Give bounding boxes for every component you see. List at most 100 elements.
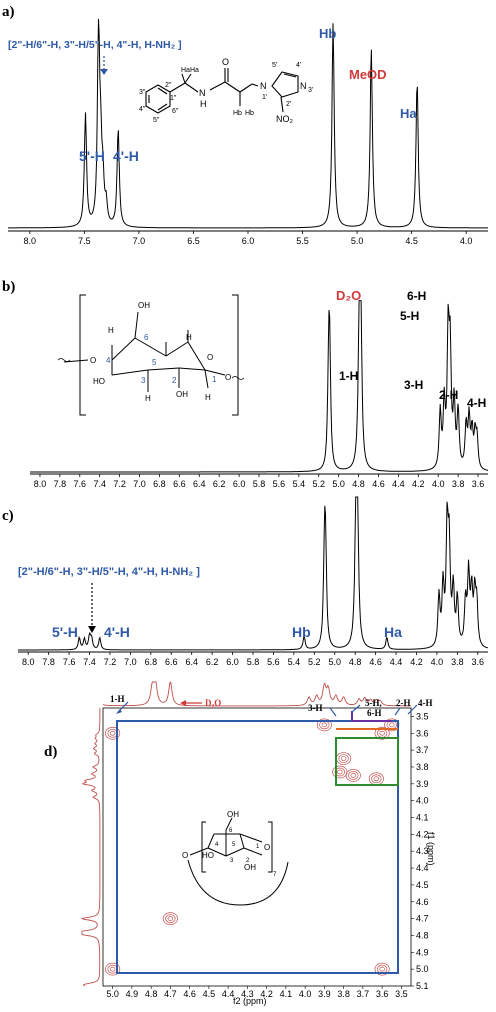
d-xtick-label-6: 4.4 bbox=[222, 989, 235, 999]
d-ytick-label-5: 4.0 bbox=[416, 796, 429, 806]
cd-c4: 4 bbox=[215, 842, 219, 848]
a-peak-3 bbox=[103, 187, 104, 188]
atom-6pp: 6" bbox=[172, 108, 179, 115]
atom-1prime: 1' bbox=[262, 94, 267, 101]
panel-b-label: b) bbox=[2, 279, 15, 295]
c-xtick-label-10: 6.0 bbox=[226, 657, 239, 667]
c-peak-15 bbox=[453, 593, 454, 594]
cosy-crosspeak-1 bbox=[105, 726, 121, 740]
d-xtick-label-7: 4.3 bbox=[241, 989, 254, 999]
peak-label-ha-c: Ha bbox=[384, 624, 402, 640]
c-xtick-label-0: 8.0 bbox=[22, 657, 35, 667]
panel-a-spectrum: 8.0 7.5 7.0 6.5 6.0 5.5 5.0 4.5 4.0 bbox=[8, 18, 488, 246]
cosy-crosspeak-4 bbox=[316, 718, 332, 732]
glc-h3: H bbox=[145, 394, 151, 403]
d-xtick-label-9: 4.1 bbox=[280, 989, 293, 999]
b-xtick-label-13: 5.4 bbox=[293, 479, 306, 489]
glc-c5: 5 bbox=[152, 358, 157, 367]
panel-a-group-label: [2"-H/6"-H, 3"-H/5"-H, 4"-H, H-NH₂ ] bbox=[8, 39, 182, 51]
peak-label-4prime-c: 4'-H bbox=[104, 624, 130, 640]
cosy-box-green bbox=[335, 737, 399, 786]
b-xtick-label-3: 7.4 bbox=[93, 479, 106, 489]
b-peak-0 bbox=[328, 378, 329, 379]
cd-c6: 6 bbox=[229, 828, 233, 834]
c-xtick-label-14: 5.2 bbox=[308, 657, 321, 667]
peak-label-meod: MeOD bbox=[349, 67, 387, 82]
c-peak-6 bbox=[324, 563, 325, 564]
panel-a-structure-labels: Ha Ha 2" 1" 3" 4" 5" 6" N H O Hb Hb N 1'… bbox=[139, 57, 313, 124]
cosy-crosspeak-10 bbox=[368, 772, 384, 786]
b-xtick-label-9: 6.2 bbox=[213, 479, 226, 489]
atom-5pp: 5" bbox=[153, 117, 160, 124]
cosy-label-5h: 5-H, bbox=[365, 698, 382, 708]
panel-b-glucose-structure: H OH 6 4 5 H O O HO 3 2 1 H OH H O bbox=[57, 294, 245, 416]
glc-o4: O bbox=[90, 356, 96, 365]
cosy-label-4h: 4-H bbox=[418, 698, 433, 708]
atom-ha-2: Ha bbox=[190, 67, 199, 74]
cosy-label-d2o: D₂O bbox=[205, 698, 221, 708]
b-peak-1 bbox=[329, 374, 330, 375]
a-xtick-label-8: 4.0 bbox=[460, 236, 473, 246]
a-peak-2 bbox=[100, 166, 101, 167]
c-xtick-label-13: 5.4 bbox=[288, 657, 301, 667]
glc-c2: 2 bbox=[172, 376, 177, 385]
peak-label-d2o-b: D₂O bbox=[336, 288, 361, 303]
peak-label-5prime: 5'-H bbox=[79, 148, 105, 164]
atom-5prime: 5' bbox=[272, 62, 277, 69]
panel-c-spectrum: 8.0 7.8 7.6 7.4 7.2 7.0 6.8 6.6 6.4 6.2 6.0 5.8 5.6 5… bbox=[18, 496, 489, 667]
b-xtick-label-5: 7.0 bbox=[133, 479, 146, 489]
cosy-label-6h: 6-H bbox=[367, 708, 382, 718]
cosy-line-purple bbox=[351, 711, 392, 722]
b-peak-8 bbox=[454, 408, 455, 409]
a-xtick-label-4: 6.0 bbox=[242, 236, 255, 246]
c-peak-21 bbox=[476, 608, 477, 609]
b-xtick-label-10: 6.0 bbox=[233, 479, 246, 489]
a-xtick-label-2: 7.0 bbox=[133, 236, 146, 246]
d-ytick-label-7: 4.2 bbox=[416, 829, 429, 839]
atom-ha-1: Ha bbox=[181, 67, 190, 74]
peak-label-2h-b: 2-H bbox=[439, 388, 458, 402]
cd-c3: 3 bbox=[230, 858, 234, 864]
c-xtick-label-17: 4.6 bbox=[369, 657, 382, 667]
b-xtick-label-18: 4.4 bbox=[392, 479, 405, 489]
c-xtick-label-20: 4.0 bbox=[431, 657, 444, 667]
c-xtick-label-18: 4.4 bbox=[390, 657, 403, 667]
peak-label-hb-c: Hb bbox=[292, 624, 311, 640]
d-xtick-label-0: 5.0 bbox=[106, 989, 119, 999]
d-ytick-label-2: 3.7 bbox=[416, 745, 429, 755]
glc-h1: H bbox=[205, 393, 211, 402]
a-peak-8 bbox=[417, 80, 418, 81]
a-peak-5 bbox=[118, 129, 119, 130]
a-xtick-label-5: 5.5 bbox=[296, 236, 309, 246]
glc-o1: O bbox=[225, 373, 231, 382]
d-ytick-label-4: 3.9 bbox=[416, 779, 429, 789]
d-ytick-label-15: 5.0 bbox=[416, 964, 429, 974]
a-peak-7 bbox=[371, 47, 372, 48]
b-peak-14 bbox=[477, 441, 478, 442]
b-xtick-label-8: 6.4 bbox=[193, 479, 206, 489]
c-peak-19 bbox=[471, 596, 472, 597]
c-xtick-label-4: 7.2 bbox=[104, 657, 117, 667]
atom-no2: NO₂ bbox=[276, 114, 294, 124]
atom-4pp: 4" bbox=[139, 106, 146, 113]
b-xtick-label-2: 7.6 bbox=[74, 479, 87, 489]
c-xtick-label-16: 4.8 bbox=[349, 657, 362, 667]
d-xtick-label-1: 4.9 bbox=[126, 989, 139, 999]
c-xtick-label-8: 6.4 bbox=[185, 657, 198, 667]
peak-label-5h-b: 5-H bbox=[400, 309, 419, 323]
c-peak-3 bbox=[91, 639, 92, 640]
b-xtick-label-4: 7.2 bbox=[113, 479, 126, 489]
cosy-label-3h: 3-H bbox=[308, 703, 323, 713]
panel-a-label: a) bbox=[2, 4, 15, 20]
glc-h4: H bbox=[108, 326, 114, 335]
cd-c2: 2 bbox=[246, 858, 250, 864]
b-xtick-label-7: 6.6 bbox=[173, 479, 186, 489]
cd-n7: 7 bbox=[273, 872, 277, 878]
d-ytick-label-11: 4.6 bbox=[416, 897, 429, 907]
atom-n-1prime: N bbox=[260, 81, 267, 91]
c-xtick-label-5: 7.0 bbox=[124, 657, 137, 667]
atom-n-amide: N bbox=[199, 88, 206, 98]
panel-c-label: c) bbox=[2, 508, 14, 524]
glc-oh6: OH bbox=[138, 301, 150, 310]
